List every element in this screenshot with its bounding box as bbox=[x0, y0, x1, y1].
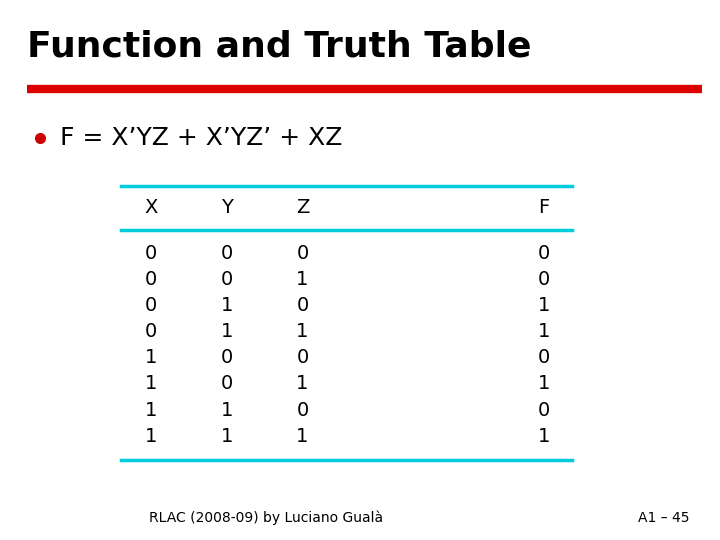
Text: 0: 0 bbox=[145, 296, 158, 315]
Text: 0: 0 bbox=[220, 270, 233, 289]
Text: 1: 1 bbox=[220, 427, 233, 446]
Text: 1: 1 bbox=[145, 401, 158, 420]
Text: 0: 0 bbox=[296, 348, 309, 367]
Text: 0: 0 bbox=[145, 244, 158, 263]
Text: 0: 0 bbox=[220, 244, 233, 263]
Text: 1: 1 bbox=[220, 322, 233, 341]
Text: Z: Z bbox=[296, 198, 309, 218]
Text: 1: 1 bbox=[537, 374, 550, 394]
Text: 1: 1 bbox=[296, 374, 309, 394]
Text: 1: 1 bbox=[296, 270, 309, 289]
Text: 1: 1 bbox=[220, 296, 233, 315]
Text: F: F bbox=[538, 198, 549, 218]
Text: 0: 0 bbox=[145, 322, 158, 341]
Text: 0: 0 bbox=[537, 244, 550, 263]
Text: 0: 0 bbox=[537, 348, 550, 367]
Text: 1: 1 bbox=[220, 401, 233, 420]
Text: 0: 0 bbox=[145, 270, 158, 289]
Text: 0: 0 bbox=[296, 296, 309, 315]
Text: 1: 1 bbox=[296, 427, 309, 446]
Text: 0: 0 bbox=[220, 374, 233, 394]
Text: RLAC (2008-09) by Luciano Gualà: RLAC (2008-09) by Luciano Gualà bbox=[149, 510, 384, 525]
Text: 0: 0 bbox=[220, 348, 233, 367]
Text: F = X’YZ + X’YZ’ + XZ: F = X’YZ + X’YZ’ + XZ bbox=[60, 126, 342, 150]
Text: A1 – 45: A1 – 45 bbox=[638, 511, 690, 525]
Text: 1: 1 bbox=[296, 322, 309, 341]
Text: Y: Y bbox=[221, 198, 233, 218]
Text: Function and Truth Table: Function and Truth Table bbox=[27, 30, 532, 64]
Text: 1: 1 bbox=[537, 427, 550, 446]
Text: 1: 1 bbox=[145, 374, 158, 394]
Text: 1: 1 bbox=[145, 427, 158, 446]
Text: 1: 1 bbox=[537, 322, 550, 341]
Text: 0: 0 bbox=[537, 270, 550, 289]
Text: 0: 0 bbox=[296, 244, 309, 263]
Text: 1: 1 bbox=[145, 348, 158, 367]
Text: 0: 0 bbox=[296, 401, 309, 420]
Text: 1: 1 bbox=[537, 296, 550, 315]
Text: X: X bbox=[145, 198, 158, 218]
Text: 0: 0 bbox=[537, 401, 550, 420]
